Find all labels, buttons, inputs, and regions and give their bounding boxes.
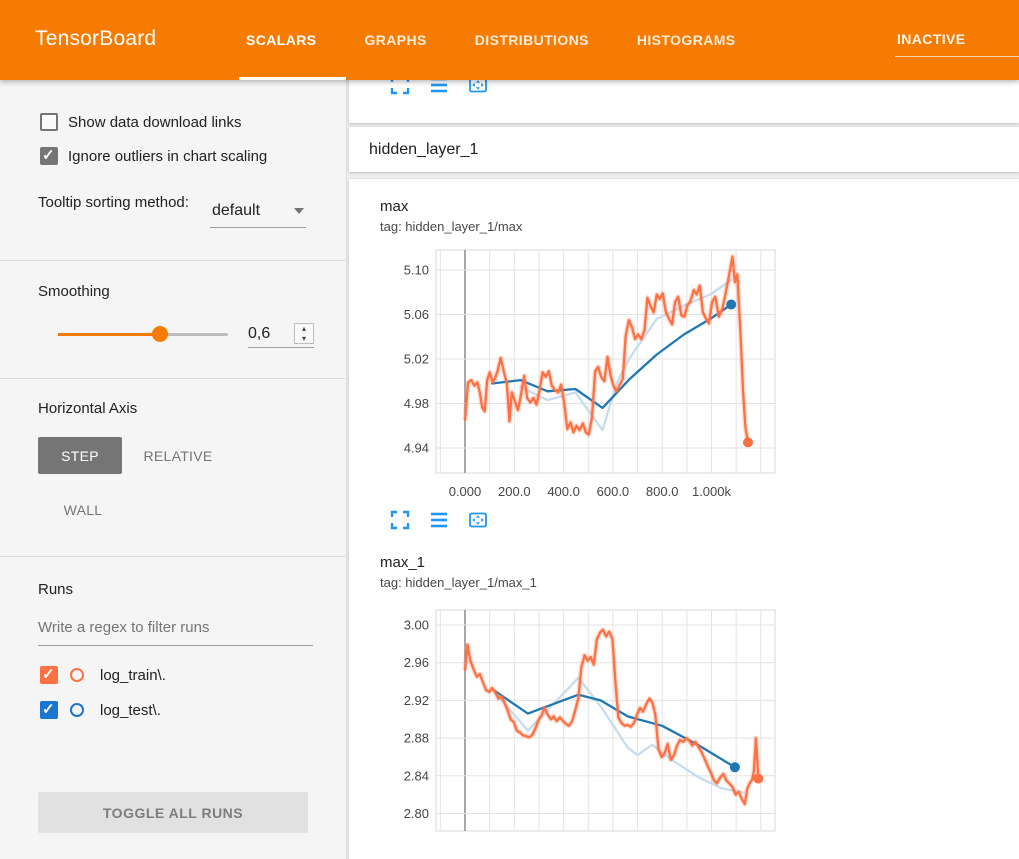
svg-text:2.96: 2.96	[404, 655, 429, 670]
svg-text:200.0: 200.0	[498, 484, 531, 499]
tooltip-sorting-label: Tooltip sorting method:	[38, 194, 189, 211]
svg-text:5.06: 5.06	[404, 307, 429, 322]
show-download-links-checkbox[interactable]	[40, 113, 58, 131]
scalar-chart-max-1[interactable]: 2.80 2.84 2.88 2.92 2.96 3.00	[372, 600, 802, 859]
horizontal-axis-label: Horizontal Axis	[38, 400, 138, 417]
previous-chart-card	[349, 75, 1019, 123]
smoothing-slider-fill	[58, 333, 160, 336]
tab-graphs[interactable]: GRAPHS	[364, 32, 427, 48]
scalar-chart-max[interactable]: 4.94 4.98 5.02 5.06 5.10 0.000 200.0 400.0 600.0…	[372, 244, 802, 500]
main-content: hidden_layer_1 max tag: hidden_layer_1/m…	[348, 75, 1019, 859]
step-up-icon[interactable]: ▴	[301, 324, 306, 333]
chart-title-max-1: max_1	[380, 554, 426, 571]
axis-relative-button[interactable]: RELATIVE	[133, 437, 223, 474]
smoothing-label: Smoothing	[38, 283, 110, 300]
smoothing-slider[interactable]	[58, 326, 228, 342]
tooltip-sorting-dropdown[interactable]: default	[210, 198, 306, 228]
chart-toolbar	[388, 509, 490, 533]
divider	[0, 378, 346, 379]
active-tab-underline	[239, 77, 346, 80]
chevron-down-icon	[294, 208, 304, 214]
tab-scalars[interactable]: SCALARS	[246, 32, 317, 48]
fit-domain-icon[interactable]	[466, 509, 490, 533]
category-title: hidden_layer_1	[369, 140, 479, 158]
category-header-hidden-layer-1[interactable]: hidden_layer_1	[349, 127, 1019, 172]
tab-histograms[interactable]: HISTOGRAMS	[636, 32, 736, 48]
status-dropdown[interactable]: INACTIVE	[897, 31, 966, 47]
run-checkbox-log-test[interactable]	[40, 700, 58, 719]
run-row-log-train[interactable]: log_train\.	[40, 665, 166, 684]
main-tabs: SCALARS GRAPHS DISTRIBUTIONS HISTOGRAMS	[240, 0, 742, 80]
settings-sidebar: Show data download links Ignore outliers…	[0, 80, 347, 859]
svg-text:5.02: 5.02	[404, 352, 429, 367]
step-down-icon[interactable]: ▾	[301, 333, 306, 343]
charts-card: max tag: hidden_layer_1/max 4.94 4.98 5.02…	[349, 179, 1019, 859]
svg-text:600.0: 600.0	[597, 484, 630, 499]
axis-step-button[interactable]: STEP	[38, 437, 122, 474]
run-label-log-test: log_test\.	[100, 701, 161, 719]
run-label-log-train: log_train\.	[100, 666, 166, 684]
svg-text:400.0: 400.0	[547, 484, 580, 499]
divider	[0, 260, 346, 261]
svg-text:2.88: 2.88	[404, 731, 429, 746]
run-checkbox-log-train[interactable]	[40, 665, 58, 684]
status-underline	[895, 56, 1019, 57]
svg-text:800.0: 800.0	[646, 484, 679, 499]
tab-distributions[interactable]: DISTRIBUTIONS	[474, 32, 589, 48]
app-header: TensorBoard SCALARS GRAPHS DISTRIBUTIONS…	[0, 0, 1019, 80]
run-color-circle	[70, 668, 84, 682]
svg-text:3.00: 3.00	[404, 618, 429, 633]
divider	[0, 556, 346, 557]
runs-label: Runs	[38, 581, 74, 598]
svg-text:5.10: 5.10	[404, 263, 429, 278]
run-filter-input[interactable]	[38, 615, 313, 646]
tooltip-sorting-value: default	[212, 202, 261, 219]
smoothing-value-input[interactable]	[248, 324, 284, 343]
svg-text:2.92: 2.92	[404, 693, 429, 708]
smoothing-slider-row: ▴▾	[0, 320, 346, 350]
ignore-outliers-row[interactable]: Ignore outliers in chart scaling	[40, 146, 268, 165]
ignore-outliers-checkbox[interactable]	[40, 146, 58, 165]
show-download-links-row[interactable]: Show data download links	[40, 113, 241, 131]
svg-text:4.94: 4.94	[404, 441, 429, 456]
svg-text:4.98: 4.98	[404, 396, 429, 411]
chart-tag-max-1: tag: hidden_layer_1/max_1	[380, 575, 537, 590]
app-logo: TensorBoard	[35, 27, 157, 50]
smoothing-value-box: ▴▾	[248, 320, 314, 348]
run-row-log-test[interactable]: log_test\.	[40, 700, 161, 719]
expand-lines-icon[interactable]	[427, 509, 451, 533]
smoothing-stepper[interactable]: ▴ ▾	[294, 323, 314, 344]
svg-text:2.84: 2.84	[404, 768, 429, 783]
axis-wall-button[interactable]: WALL	[48, 495, 118, 525]
toggle-all-runs-button[interactable]: TOGGLE ALL RUNS	[38, 792, 308, 833]
svg-text:0.000: 0.000	[449, 484, 482, 499]
fullscreen-icon[interactable]	[388, 509, 412, 533]
svg-text:2.80: 2.80	[404, 806, 429, 821]
svg-text:1.000k: 1.000k	[692, 484, 732, 499]
chart-title-max: max	[380, 198, 409, 215]
run-color-circle	[70, 703, 84, 717]
chart-tag-max: tag: hidden_layer_1/max	[380, 219, 523, 234]
ignore-outliers-label: Ignore outliers in chart scaling	[68, 147, 268, 165]
show-download-links-label: Show data download links	[68, 113, 242, 131]
smoothing-slider-thumb[interactable]	[152, 326, 168, 342]
